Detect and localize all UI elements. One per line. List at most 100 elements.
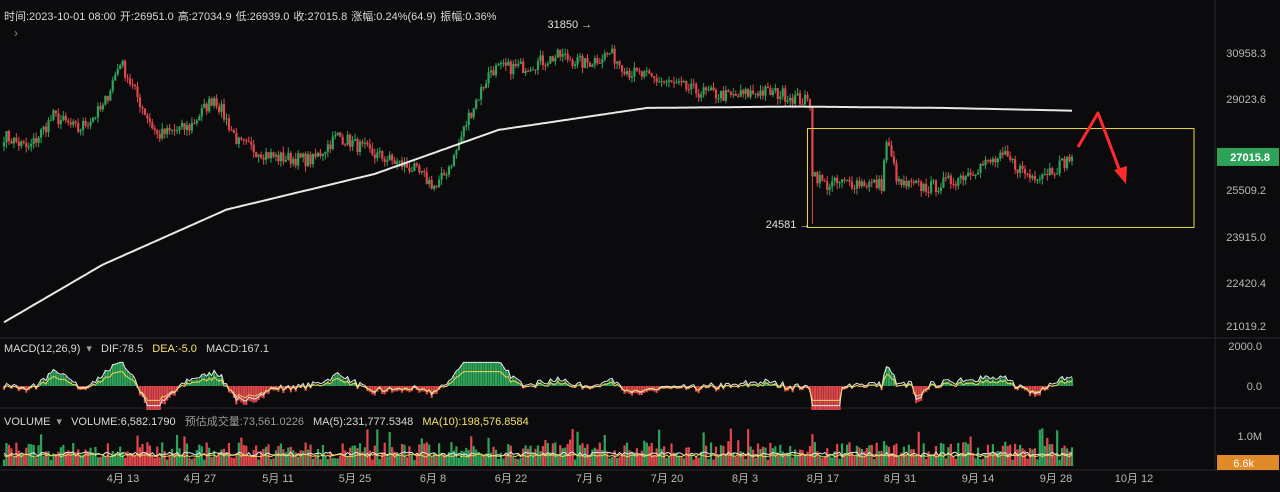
volume-bar bbox=[460, 450, 463, 466]
volume-bar bbox=[840, 443, 844, 466]
candle-body bbox=[638, 70, 641, 72]
candle-body bbox=[373, 154, 376, 159]
macd-bar bbox=[114, 363, 117, 386]
candles bbox=[2, 44, 1074, 224]
candle-body bbox=[415, 163, 418, 166]
volume-bar bbox=[475, 449, 478, 466]
candle-body bbox=[653, 76, 656, 79]
macd-label[interactable]: MACD(12,26,9) bbox=[4, 343, 81, 355]
candle-body bbox=[561, 54, 564, 57]
candle-body bbox=[685, 81, 688, 90]
macd-bar bbox=[460, 365, 463, 386]
volume-bar bbox=[306, 449, 310, 466]
candle-body bbox=[593, 58, 596, 65]
macd-tick-label: 2000.0 bbox=[1228, 341, 1262, 353]
volume-bar bbox=[991, 444, 994, 466]
candle-body bbox=[806, 94, 809, 99]
macd-bar bbox=[143, 386, 147, 403]
candle-body bbox=[907, 180, 910, 187]
candle-body bbox=[541, 55, 545, 66]
candle-body bbox=[529, 69, 532, 72]
volume-bar bbox=[821, 458, 824, 466]
candle-body bbox=[999, 152, 1002, 159]
chevron-down-icon[interactable]: ▾ bbox=[56, 416, 62, 428]
volume-bar bbox=[892, 445, 896, 466]
volume-bar bbox=[531, 452, 535, 466]
candle-body bbox=[287, 152, 290, 160]
volume-bar bbox=[653, 454, 656, 466]
volume-bar bbox=[430, 457, 433, 466]
chevron-down-icon[interactable]: ▾ bbox=[86, 343, 92, 355]
date-tick-label: 6月 8 bbox=[420, 473, 446, 485]
volume-bar bbox=[695, 456, 698, 466]
chevron-right-icon[interactable]: › bbox=[14, 26, 18, 40]
volume-bar bbox=[972, 452, 975, 466]
volume-bar bbox=[1051, 444, 1054, 466]
volume-bar bbox=[751, 449, 755, 466]
candle-body bbox=[759, 90, 762, 96]
candle-body bbox=[210, 98, 213, 106]
macd-bar bbox=[497, 362, 500, 386]
macd-bar bbox=[462, 362, 465, 386]
candle-body bbox=[702, 87, 705, 95]
candle-body bbox=[52, 110, 55, 120]
macd-bar bbox=[492, 362, 495, 386]
candle-body bbox=[143, 108, 147, 115]
macd-bar bbox=[1031, 386, 1034, 394]
volume-bar bbox=[222, 448, 226, 466]
macd-bar bbox=[247, 386, 250, 401]
volume-bar bbox=[927, 451, 930, 466]
macd-bar bbox=[890, 373, 893, 386]
macd-bar bbox=[373, 386, 376, 396]
candle-body bbox=[845, 179, 849, 181]
volume-bar bbox=[789, 446, 792, 466]
volume-bar bbox=[714, 446, 718, 466]
volume-bar bbox=[630, 452, 634, 466]
candle-body bbox=[297, 153, 300, 166]
candle-body bbox=[566, 53, 569, 60]
candle-body bbox=[86, 125, 90, 127]
macd-bar bbox=[1036, 386, 1039, 396]
candle-body bbox=[989, 160, 992, 163]
volume-bar bbox=[116, 454, 119, 466]
candle-body bbox=[860, 181, 863, 187]
macd-bar bbox=[643, 386, 646, 393]
macd-bar bbox=[818, 386, 821, 410]
high-label: 高:27034.9 bbox=[177, 11, 232, 23]
candle-body bbox=[1065, 156, 1069, 169]
candle-body bbox=[311, 153, 315, 165]
volume-bar bbox=[210, 457, 213, 466]
volume-bar bbox=[739, 451, 742, 466]
volume-bar bbox=[593, 447, 596, 466]
macd-bar bbox=[1065, 378, 1069, 386]
macd-bar bbox=[158, 386, 161, 410]
volume-bar bbox=[853, 456, 856, 466]
candle-body bbox=[1018, 165, 1022, 173]
macd-bar bbox=[267, 386, 270, 394]
volume-bar bbox=[324, 455, 327, 466]
candle-body bbox=[1053, 174, 1056, 176]
candle-body bbox=[724, 90, 727, 101]
volume-bar bbox=[1033, 448, 1037, 466]
candle-body bbox=[321, 154, 325, 156]
volume-bar bbox=[974, 458, 977, 466]
candle-body bbox=[569, 59, 572, 61]
volume-bar bbox=[986, 444, 990, 466]
candle-body bbox=[531, 69, 535, 71]
macd-bar bbox=[252, 386, 255, 403]
volume-bar bbox=[581, 443, 584, 466]
candle-body bbox=[739, 90, 742, 97]
macd-bar bbox=[339, 376, 342, 386]
volume-label[interactable]: VOLUME bbox=[4, 416, 51, 428]
volume-bar bbox=[213, 450, 216, 466]
volume-bar bbox=[942, 443, 945, 466]
volume-bar bbox=[606, 451, 609, 466]
macd-bar bbox=[470, 362, 473, 386]
candle-body bbox=[306, 154, 310, 167]
candle-body bbox=[497, 64, 500, 66]
candle-body bbox=[853, 188, 856, 190]
volume-bar bbox=[336, 458, 339, 466]
volume-bar bbox=[217, 452, 221, 466]
volume-bar bbox=[1018, 444, 1022, 466]
